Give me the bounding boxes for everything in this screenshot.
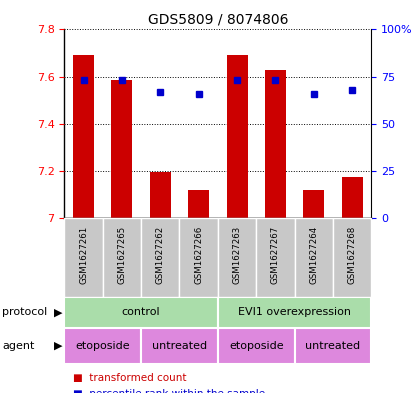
Bar <box>141 218 180 297</box>
Bar <box>150 172 171 218</box>
Text: GSM1627265: GSM1627265 <box>117 226 127 284</box>
Text: agent: agent <box>2 341 34 351</box>
Text: etoposide: etoposide <box>229 341 283 351</box>
Bar <box>227 55 248 218</box>
Bar <box>333 218 371 297</box>
Text: control: control <box>122 307 161 318</box>
Bar <box>180 218 218 297</box>
Bar <box>265 70 286 218</box>
Bar <box>188 190 209 218</box>
Bar <box>218 218 256 297</box>
Text: GSM1627268: GSM1627268 <box>348 226 357 284</box>
Bar <box>111 80 132 218</box>
Bar <box>103 218 141 297</box>
Text: GSM1627266: GSM1627266 <box>194 226 203 284</box>
Bar <box>64 297 218 328</box>
Bar <box>73 55 94 218</box>
Text: GSM1627262: GSM1627262 <box>156 226 165 284</box>
Text: untreated: untreated <box>152 341 207 351</box>
Text: GSM1627261: GSM1627261 <box>79 226 88 284</box>
Text: protocol: protocol <box>2 307 47 318</box>
Text: etoposide: etoposide <box>76 341 130 351</box>
Bar <box>218 328 295 364</box>
Bar <box>342 177 363 218</box>
Bar <box>64 218 103 297</box>
Text: untreated: untreated <box>305 341 361 351</box>
Text: ▶: ▶ <box>54 341 62 351</box>
Bar <box>256 218 295 297</box>
Text: GSM1627263: GSM1627263 <box>232 226 242 284</box>
Text: ■  percentile rank within the sample: ■ percentile rank within the sample <box>73 389 265 393</box>
Bar <box>295 218 333 297</box>
Text: GSM1627264: GSM1627264 <box>309 226 318 284</box>
Text: ■  transformed count: ■ transformed count <box>73 373 186 383</box>
Bar <box>218 297 371 328</box>
Title: GDS5809 / 8074806: GDS5809 / 8074806 <box>148 13 288 27</box>
Bar <box>141 328 218 364</box>
Text: ▶: ▶ <box>54 307 62 318</box>
Bar <box>295 328 371 364</box>
Bar <box>303 190 325 218</box>
Bar <box>64 328 141 364</box>
Text: EVI1 overexpression: EVI1 overexpression <box>238 307 351 318</box>
Text: GSM1627267: GSM1627267 <box>271 226 280 284</box>
